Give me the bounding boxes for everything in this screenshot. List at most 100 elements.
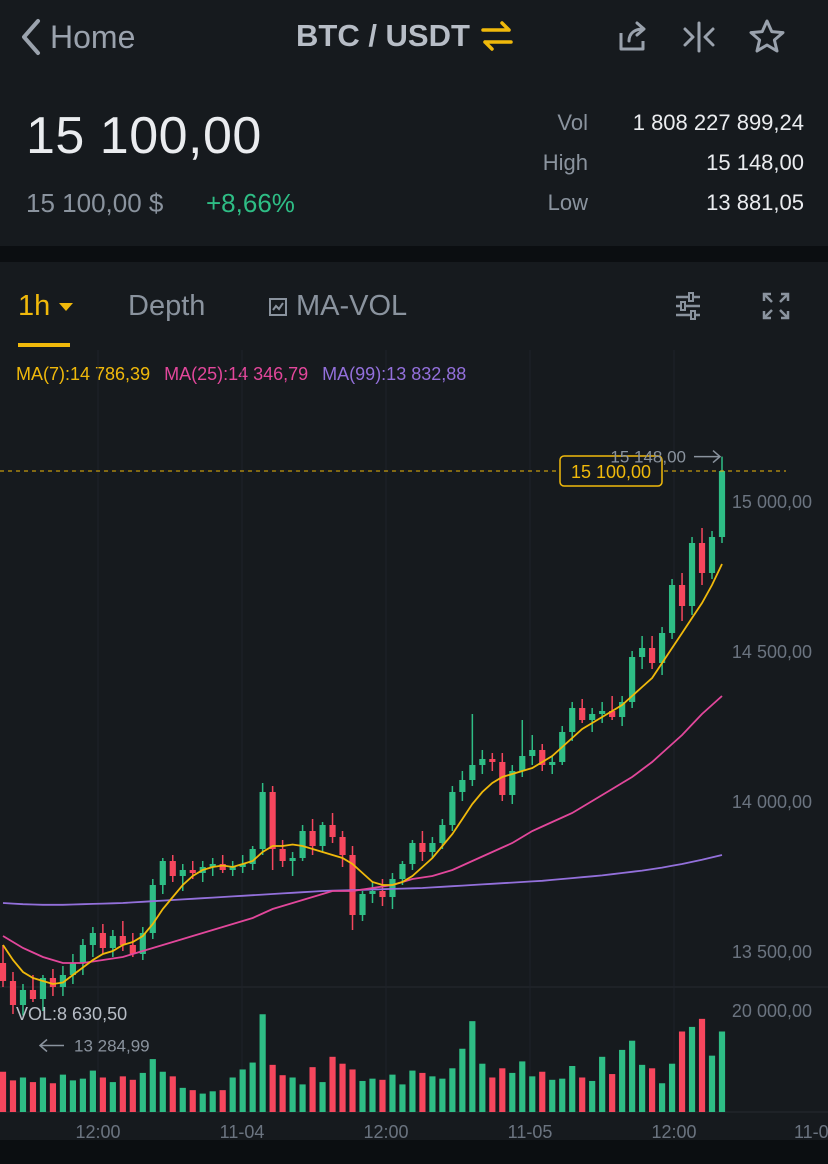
- candlestick-chart-panel[interactable]: MA(7):14 786,39 MA(25):14 346,79 MA(99):…: [0, 350, 828, 1140]
- volume-bar: [79, 1078, 86, 1112]
- volume-bar: [668, 1063, 676, 1112]
- candle: [29, 975, 37, 1002]
- pair-selector[interactable]: BTC / USDT: [296, 14, 514, 58]
- candle-body: [19, 990, 27, 1005]
- volume-bar: [139, 1072, 146, 1112]
- volume-bar: [559, 1078, 566, 1112]
- volume-bar: [539, 1071, 546, 1112]
- back-button[interactable]: Home: [20, 12, 135, 62]
- candle: [549, 756, 556, 774]
- candle-body: [369, 891, 376, 894]
- candle: [619, 696, 626, 726]
- candle-body: [269, 792, 276, 849]
- candle-body: [169, 861, 176, 876]
- volume-bar: [119, 1076, 126, 1112]
- volume-bar: [529, 1076, 536, 1112]
- volume-bar: [149, 1059, 156, 1112]
- stat-value-high: 15 148,00: [706, 150, 804, 175]
- candle: [639, 636, 646, 669]
- favorite-button[interactable]: [746, 16, 788, 58]
- candle: [169, 855, 176, 882]
- time-tick-label: 11-05: [508, 1122, 553, 1140]
- candle-body: [599, 711, 606, 714]
- pair-title: BTC / USDT: [296, 18, 470, 53]
- volume-bar: [549, 1079, 556, 1112]
- volume-bar: [439, 1078, 446, 1112]
- candle-body: [29, 990, 37, 999]
- current-price-tag-box: [559, 455, 663, 487]
- chart-settings-button[interactable]: [670, 288, 706, 324]
- grid-lines: [0, 350, 828, 1113]
- candle-body: [519, 756, 526, 771]
- volume-bar: [489, 1077, 496, 1112]
- candle-body: [159, 861, 166, 885]
- candle: [9, 972, 17, 1014]
- volume-bar: [329, 1056, 336, 1112]
- candle-body: [259, 792, 266, 849]
- volume-bar: [99, 1077, 106, 1112]
- candle-body: [309, 831, 316, 846]
- candle-body: [249, 849, 256, 864]
- volume-bar: [379, 1079, 386, 1112]
- candle-body: [279, 849, 286, 861]
- volume-bar: [269, 1064, 276, 1112]
- candle-body: [399, 864, 406, 879]
- candle: [469, 714, 476, 786]
- candle-body: [698, 543, 706, 573]
- low-marker-label: 13 284,99: [74, 1037, 150, 1056]
- time-tick-label: 12:00: [363, 1122, 408, 1140]
- volume-bar: [169, 1076, 176, 1112]
- candle: [219, 855, 226, 873]
- volume-bar: [658, 1083, 666, 1112]
- volume-bar: [199, 1093, 206, 1112]
- volume-bar: [349, 1069, 356, 1112]
- volume-bar: [718, 1031, 726, 1112]
- candle: [249, 846, 256, 870]
- compare-button[interactable]: [678, 16, 720, 58]
- candle-body: [678, 585, 686, 606]
- sliders-icon: [676, 292, 700, 320]
- volume-tick-label: 20 000,00: [732, 1001, 812, 1021]
- price-tick-label: 14 500,00: [732, 642, 812, 662]
- volume-bar: [519, 1061, 526, 1112]
- volume-bar: [688, 1026, 696, 1112]
- candle-body: [459, 780, 466, 792]
- high-marker-arrow: [694, 450, 722, 464]
- candle-body: [489, 759, 496, 762]
- candle-body: [349, 855, 356, 915]
- volume-bar: [419, 1072, 426, 1112]
- tab-depth[interactable]: Depth: [128, 290, 205, 323]
- candle: [708, 531, 716, 579]
- volume-bar: [619, 1049, 626, 1112]
- volume-bar: [279, 1075, 286, 1112]
- candle-body: [89, 933, 96, 945]
- candle-body: [99, 933, 106, 948]
- volume-bar: [89, 1070, 96, 1112]
- volume-bar: [579, 1077, 586, 1112]
- time-tick-label: 11-04: [220, 1122, 265, 1140]
- volume-bar: [69, 1080, 76, 1112]
- candle-body: [718, 471, 726, 537]
- volume-bar: [449, 1068, 456, 1112]
- volume-bar: [509, 1072, 516, 1112]
- volume-bar: [479, 1063, 486, 1112]
- share-button[interactable]: [612, 16, 654, 58]
- candle-body: [149, 885, 156, 933]
- ma25-line: [2, 695, 723, 964]
- last-price: 15 100,00: [26, 107, 262, 165]
- candle-body: [59, 975, 67, 987]
- tab-interval[interactable]: 1h: [18, 290, 74, 323]
- swap-icon: [481, 21, 513, 51]
- candle: [489, 753, 496, 771]
- candle-body: [639, 648, 646, 657]
- volume-bar: [569, 1066, 576, 1112]
- candle: [349, 846, 356, 930]
- moving-averages: [2, 563, 723, 985]
- volume-bar: [179, 1087, 186, 1112]
- candle: [599, 702, 606, 723]
- tab-indicator[interactable]: MA-VOL: [268, 290, 407, 323]
- candle: [289, 852, 296, 876]
- fullscreen-button[interactable]: [758, 288, 794, 324]
- chevron-left-icon: [22, 19, 40, 55]
- candle-body: [289, 858, 296, 861]
